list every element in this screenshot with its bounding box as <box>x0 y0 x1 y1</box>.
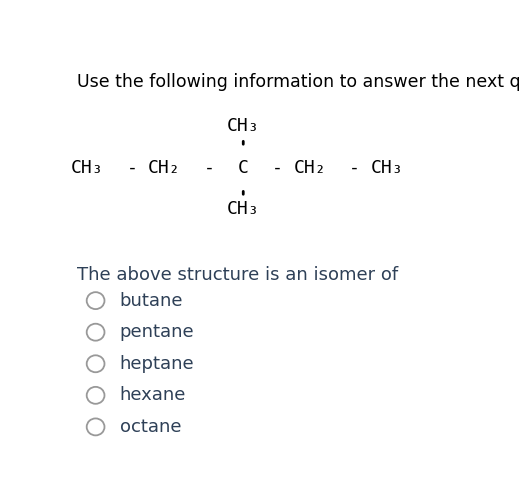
Text: -: - <box>272 159 283 177</box>
Text: CH₃: CH₃ <box>371 159 403 177</box>
Text: -: - <box>204 159 215 177</box>
Text: octane: octane <box>120 418 181 436</box>
Text: pentane: pentane <box>120 323 195 341</box>
Text: heptane: heptane <box>120 355 195 373</box>
Text: -: - <box>126 159 137 177</box>
Text: -: - <box>349 159 360 177</box>
Text: butane: butane <box>120 292 183 310</box>
Text: CH₃: CH₃ <box>71 159 104 177</box>
Text: CH₃: CH₃ <box>227 117 259 135</box>
Text: CH₂: CH₂ <box>148 159 181 177</box>
Text: The above structure is an isomer of: The above structure is an isomer of <box>77 266 398 284</box>
Text: Use the following information to answer the next question.: Use the following information to answer … <box>77 74 522 92</box>
Text: hexane: hexane <box>120 386 186 404</box>
Text: CH₃: CH₃ <box>227 200 259 218</box>
Text: CH₂: CH₂ <box>294 159 326 177</box>
Text: C: C <box>238 159 248 177</box>
